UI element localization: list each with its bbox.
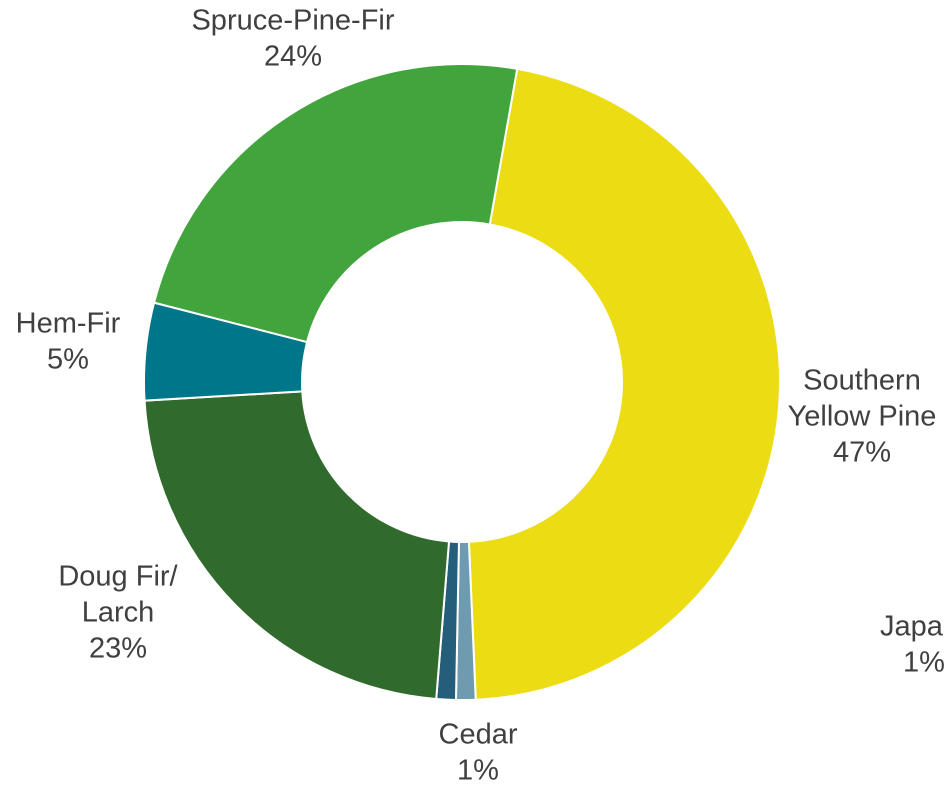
slice [152,63,519,344]
value-label: 1% [903,647,945,679]
slice-label: Yellow Pine [788,401,937,433]
value-label: 5% [47,344,89,376]
slice-label: Hem-Fir [16,308,121,340]
value-label: 24% [264,41,322,73]
slice-label: Southern [803,365,921,397]
value-label: 23% [89,633,147,665]
slice-label: Cedar [439,719,518,751]
slice [143,390,451,701]
slice-label: Larch [82,597,155,629]
slice [467,67,781,701]
value-label: 47% [833,437,891,469]
slice-label: Doug Fir/ [58,561,178,593]
slice-label: Japa [880,611,944,643]
slice-label: Spruce-Pine-Fir [191,5,394,37]
value-label: 1% [457,755,499,785]
